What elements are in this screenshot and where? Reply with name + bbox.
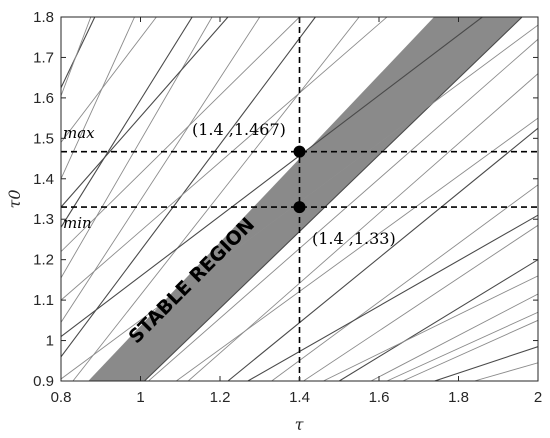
min-annotation: min: [63, 214, 92, 232]
boundary-line: [247, 214, 538, 381]
y-tick-label: 1.7: [33, 49, 54, 66]
x-tick-label: 2: [534, 389, 542, 406]
y-tick-label: 1.4: [33, 171, 54, 188]
x-tick-label: 1.6: [369, 389, 390, 406]
boundary-line: [61, 17, 229, 208]
y-tick-label: 1.3: [33, 211, 54, 228]
boundary-line: [61, 17, 316, 358]
boundary-line: [61, 17, 388, 301]
y-tick-label: 1: [46, 333, 54, 350]
boundary-line: [61, 17, 300, 252]
x-tick-label: 1.2: [210, 389, 231, 406]
boundary-line: [303, 224, 538, 381]
boundary-line: [338, 259, 538, 381]
y-tick-label: 1.1: [33, 292, 54, 309]
y-tick-label: 1.2: [33, 252, 54, 269]
y-tick-label: 1.5: [33, 130, 54, 147]
boundary-line: [61, 17, 213, 279]
max-point: [293, 145, 306, 158]
boundary-line: [271, 184, 538, 381]
x-tick-label: 0.8: [51, 389, 72, 406]
boundary-line: [323, 275, 538, 381]
boundary-line: [402, 319, 538, 381]
boundary-line: [176, 117, 538, 381]
boundary-line: [61, 17, 483, 337]
boundary-line: [72, 17, 360, 381]
boundary-line: [370, 293, 538, 381]
max-annotation: max: [63, 124, 95, 142]
x-tick-label: 1.8: [448, 389, 469, 406]
boundary-line: [227, 127, 538, 381]
boundary-line: [61, 17, 92, 97]
y-axis-label: τ0: [5, 189, 24, 208]
min-point: [293, 201, 306, 214]
boundary-line: [148, 38, 538, 381]
x-tick-label: 1: [136, 389, 144, 406]
y-tick-label: 1.6: [33, 90, 54, 107]
boundary-line: [144, 17, 523, 381]
boundary-line: [61, 17, 157, 143]
stable-region-fill: [88, 17, 523, 381]
boundary-line: [434, 346, 538, 381]
x-axis-label: τ: [295, 415, 305, 434]
point-label-max: (1.4 ,1.467): [192, 120, 286, 139]
boundary-line: [386, 311, 538, 381]
boundary-line: [61, 17, 193, 228]
boundary-line: [88, 17, 435, 381]
y-tick-label: 0.9: [33, 373, 54, 390]
boundary-line: [474, 362, 538, 381]
y-tick-label: 1.8: [33, 9, 54, 26]
point-label-min: (1.4 ,1.33): [312, 229, 396, 248]
x-tick-label: 1.4: [289, 389, 310, 406]
